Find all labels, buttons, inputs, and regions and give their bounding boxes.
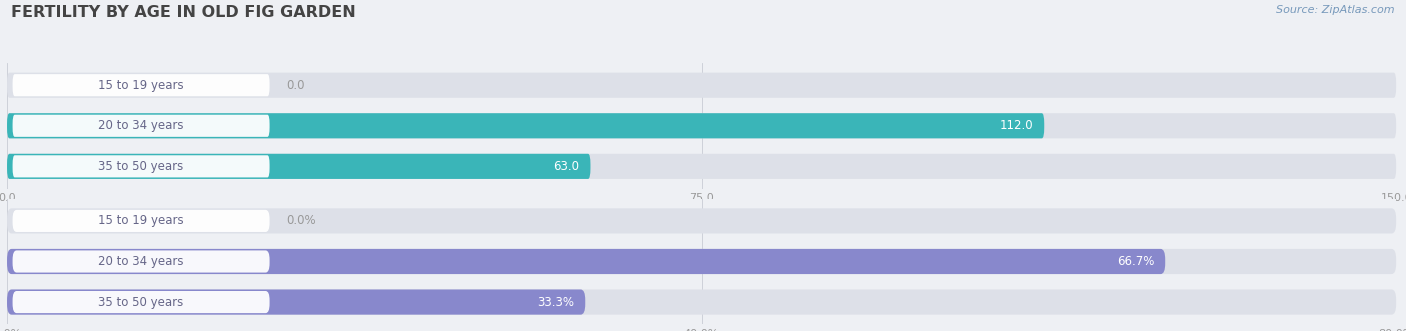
FancyBboxPatch shape	[7, 154, 1396, 179]
Text: 20 to 34 years: 20 to 34 years	[98, 119, 184, 132]
Text: 112.0: 112.0	[1000, 119, 1033, 132]
Text: 63.0: 63.0	[554, 160, 579, 173]
FancyBboxPatch shape	[7, 208, 1396, 233]
Text: 15 to 19 years: 15 to 19 years	[98, 79, 184, 92]
FancyBboxPatch shape	[7, 249, 1396, 274]
Text: 35 to 50 years: 35 to 50 years	[98, 296, 184, 308]
FancyBboxPatch shape	[7, 72, 1396, 98]
FancyBboxPatch shape	[7, 154, 591, 179]
FancyBboxPatch shape	[7, 113, 1396, 138]
Text: 20 to 34 years: 20 to 34 years	[98, 255, 184, 268]
Text: 33.3%: 33.3%	[537, 296, 574, 308]
Text: 0.0%: 0.0%	[287, 214, 316, 227]
FancyBboxPatch shape	[7, 290, 585, 315]
Text: 15 to 19 years: 15 to 19 years	[98, 214, 184, 227]
FancyBboxPatch shape	[13, 155, 270, 177]
Text: FERTILITY BY AGE IN OLD FIG GARDEN: FERTILITY BY AGE IN OLD FIG GARDEN	[11, 5, 356, 20]
FancyBboxPatch shape	[7, 290, 1396, 315]
Text: 66.7%: 66.7%	[1116, 255, 1154, 268]
FancyBboxPatch shape	[13, 251, 270, 272]
FancyBboxPatch shape	[13, 115, 270, 137]
FancyBboxPatch shape	[7, 249, 1166, 274]
Text: Source: ZipAtlas.com: Source: ZipAtlas.com	[1277, 5, 1395, 15]
FancyBboxPatch shape	[13, 74, 270, 96]
Text: 35 to 50 years: 35 to 50 years	[98, 160, 184, 173]
FancyBboxPatch shape	[13, 291, 270, 313]
FancyBboxPatch shape	[13, 210, 270, 232]
Text: 0.0: 0.0	[287, 79, 305, 92]
FancyBboxPatch shape	[7, 113, 1045, 138]
